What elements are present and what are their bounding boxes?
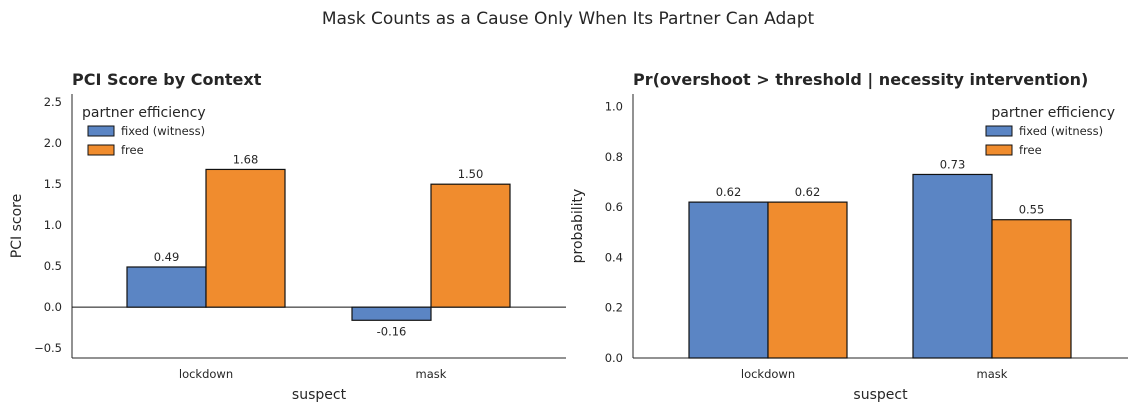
x-tick-label: mask bbox=[416, 367, 447, 381]
bar-value-label: 0.73 bbox=[940, 157, 966, 171]
bar-value-label: 1.50 bbox=[458, 167, 484, 181]
bar-lockdown-free bbox=[767, 201, 848, 359]
y-tick-label: 0.0 bbox=[44, 300, 62, 314]
legend-swatch-free bbox=[985, 144, 1013, 156]
chart-legend: partner efficiency fixed (witness) free bbox=[82, 105, 206, 157]
chart-panel-pci-score: PCI Score by Context −0.5 0.0 0.5 1.0 1.5 2.0 2… bbox=[9, 70, 566, 403]
bar-mask-free bbox=[430, 183, 511, 308]
legend-label-free: free bbox=[1019, 143, 1042, 157]
bar-lockdown-fixed bbox=[688, 201, 769, 359]
y-tick-label: 0.2 bbox=[605, 301, 623, 315]
x-tick-label: lockdown bbox=[179, 367, 233, 381]
y-tick-label: 0.0 bbox=[605, 351, 623, 365]
bar-lockdown-free bbox=[205, 168, 286, 308]
y-tick-label: 2.0 bbox=[44, 136, 62, 150]
x-axis-label: suspect bbox=[853, 387, 908, 403]
bar-mask-free bbox=[991, 219, 1072, 359]
legend-label-fixed: fixed (witness) bbox=[1019, 124, 1103, 138]
chart-legend: partner efficiency fixed (witness) free bbox=[985, 105, 1115, 157]
figure-suptitle: Mask Counts as a Cause Only When Its Par… bbox=[322, 9, 815, 29]
y-tick-label: 0.5 bbox=[44, 259, 62, 273]
y-tick-label: 1.0 bbox=[605, 100, 623, 114]
legend-swatch-fixed bbox=[87, 125, 115, 137]
legend-swatch-free bbox=[87, 144, 115, 156]
y-axis-label: PCI score bbox=[9, 194, 25, 258]
legend-title: partner efficiency bbox=[991, 105, 1115, 121]
x-axis-label: suspect bbox=[292, 387, 347, 403]
legend-label-fixed: fixed (witness) bbox=[121, 124, 205, 138]
chart-panel-probability: Pr(overshoot > threshold | necessity int… bbox=[570, 70, 1128, 403]
bar-lockdown-fixed bbox=[126, 266, 207, 308]
y-tick-label: 1.5 bbox=[44, 177, 62, 191]
x-tick-label: mask bbox=[977, 367, 1008, 381]
y-tick-label: 2.5 bbox=[44, 95, 62, 109]
y-tick-label: −0.5 bbox=[34, 341, 62, 355]
legend-swatch-fixed bbox=[985, 125, 1013, 137]
legend-label-free: free bbox=[121, 143, 144, 157]
y-tick-label: 0.6 bbox=[605, 200, 623, 214]
y-tick-label: 0.8 bbox=[605, 150, 623, 164]
bar-value-label: 0.49 bbox=[154, 250, 180, 264]
bar-value-label: 0.62 bbox=[795, 185, 821, 199]
bar-mask-fixed bbox=[912, 173, 993, 359]
bar-value-label: 0.62 bbox=[716, 185, 742, 199]
chart-title: Pr(overshoot > threshold | necessity int… bbox=[633, 70, 1088, 90]
bar-value-label: 0.55 bbox=[1019, 203, 1045, 217]
bar-value-label: 1.68 bbox=[233, 152, 259, 166]
chart-title: PCI Score by Context bbox=[72, 70, 262, 89]
y-axis-label: probability bbox=[570, 189, 586, 264]
y-tick-label: 1.0 bbox=[44, 218, 62, 232]
legend-title: partner efficiency bbox=[82, 105, 206, 121]
bar-value-label: -0.16 bbox=[377, 324, 407, 338]
y-tick-label: 0.4 bbox=[605, 250, 623, 264]
x-tick-label: lockdown bbox=[741, 367, 795, 381]
bar-mask-fixed bbox=[351, 306, 432, 321]
